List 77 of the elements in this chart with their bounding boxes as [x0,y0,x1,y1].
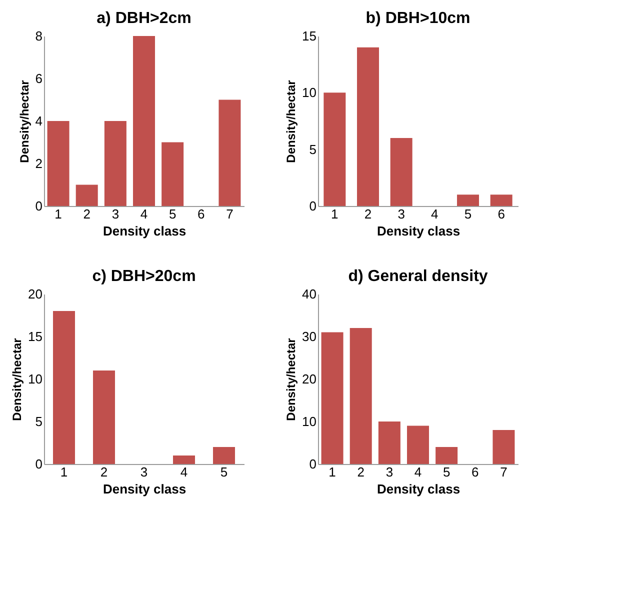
bar [378,422,400,464]
chart-title: d) General density [348,268,488,285]
y-tick-label: 10 [302,85,316,100]
bar [350,328,372,464]
bar [93,370,115,464]
chart-title: b) DBH>10cm [366,10,470,27]
chart-title: c) DBH>20cm [92,268,196,285]
x-tick-label: 2 [100,464,108,480]
y-tick-label: 0 [35,198,42,214]
y-tick-label: 30 [302,329,316,344]
x-tick-label: 6 [472,464,479,480]
bar [357,47,379,206]
bar [218,100,241,206]
y-axis-title: Density/hectar [10,338,24,421]
bar [390,138,412,206]
y-tick-label: 8 [35,28,42,44]
y-tick-label: 0 [309,198,316,214]
x-tick-label: 1 [331,206,338,222]
x-axis-title: Density class [376,224,460,238]
x-tick-label: 4 [140,206,148,222]
x-tick-label: 3 [140,464,148,480]
y-tick-label: 4 [35,114,42,128]
y-axis-title: Density/hectar [17,80,32,163]
bar [490,194,512,206]
y-tick-label: 15 [28,329,42,344]
x-tick-label: 3 [386,464,394,480]
y-tick-label: 0 [35,456,42,472]
bar [407,426,429,464]
chart-title: a) DBH>2cm [96,10,192,27]
bar [162,142,184,206]
x-tick-label: 1 [60,464,68,480]
bar [321,332,344,464]
x-tick-label: 1 [54,206,62,222]
bar [457,194,479,206]
x-axis-title: Density class [102,482,186,496]
x-tick-label: 1 [328,464,336,480]
y-tick-label: 2 [35,156,42,171]
x-tick-label: 7 [500,464,508,480]
y-axis-title: Density/hectar [284,338,298,421]
y-tick-label: 5 [35,414,42,429]
y-tick-label: 15 [302,28,316,44]
x-tick-label: 2 [364,206,372,222]
bar [53,311,75,464]
x-tick-label: 3 [112,206,120,222]
bar [324,92,346,206]
x-tick-label: 2 [357,464,364,480]
y-tick-label: 40 [302,286,316,302]
bar [133,36,155,206]
x-tick-label: 4 [180,464,188,480]
x-tick-label: 2 [83,206,90,222]
x-tick-label: 5 [168,206,176,222]
y-tick-label: 10 [302,414,316,429]
y-tick-label: 0 [309,456,316,472]
bar [104,121,126,206]
y-tick-label: 6 [35,71,42,86]
x-tick-label: 6 [498,206,505,222]
y-axis-title: Density/hectar [284,80,298,163]
bar [436,447,458,464]
bar [213,447,235,464]
x-axis-title: Density class [102,224,186,238]
y-tick-label: 10 [28,372,42,386]
y-tick-label: 5 [309,142,316,157]
bar [173,456,195,464]
y-tick-label: 20 [28,286,42,302]
y-tick-label: 20 [302,372,316,386]
x-tick-label: 5 [220,464,228,480]
x-tick-label: 6 [198,206,205,222]
x-tick-label: 4 [414,464,422,480]
bar [47,121,70,206]
x-axis-title: Density class [376,482,460,496]
x-tick-label: 3 [398,206,405,222]
x-tick-label: 7 [226,206,234,222]
x-tick-label: 5 [442,464,450,480]
x-tick-label: 4 [431,206,438,222]
bar [492,430,515,464]
x-tick-label: 5 [464,206,472,222]
bar [76,184,98,206]
